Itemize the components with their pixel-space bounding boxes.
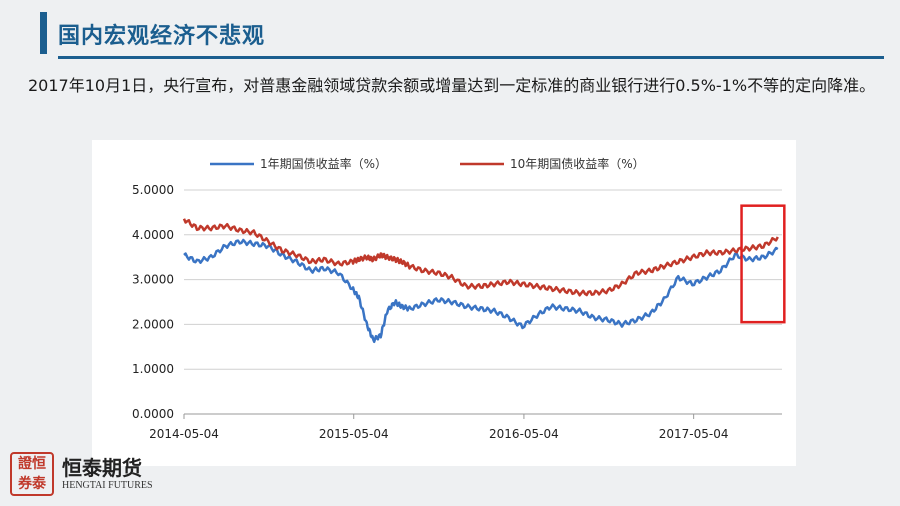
series-line-1y: [183, 238, 779, 344]
legend-label-1y: 1年期国债收益率（%）: [260, 156, 387, 171]
x-tick-label: 2017-05-04: [659, 427, 729, 441]
x-tick-label: 2014-05-04: [149, 427, 219, 441]
y-tick-label: 3.0000: [132, 273, 174, 287]
y-tick-label: 2.0000: [132, 317, 174, 331]
highlight-box: [740, 204, 786, 324]
y-tick-label: 5.0000: [132, 183, 174, 197]
title-accent-bar: [40, 12, 47, 54]
page-title: 国内宏观经济不悲观: [58, 24, 266, 49]
seal-icon: 證恒 券泰: [10, 452, 54, 496]
legend-label-10y: 10年期国债收益率（%）: [510, 156, 645, 171]
series-line-10y: [182, 218, 779, 297]
line-chart: 0.0000 1.0000 2.0000 3.0000 4.0000 5.0000 2014…: [132, 156, 786, 441]
title-underline: [58, 56, 884, 59]
x-tick-label: 2016-05-04: [489, 427, 559, 441]
chart-panel: 0.0000 1.0000 2.0000 3.0000 4.0000 5.0000 2014…: [92, 140, 796, 466]
y-tick-label: 0.0000: [132, 407, 174, 421]
x-tick-label: 2015-05-04: [319, 427, 389, 441]
subtitle-text: 2017年10月1日，央行宣布，对普惠金融领域贷款余额或增量达到一定标准的商业银…: [28, 76, 876, 95]
y-tick-label: 1.0000: [132, 362, 174, 376]
logo-english: HENGTAI FUTURES: [62, 480, 153, 491]
company-logo: 證恒 券泰 恒泰期货 HENGTAI FUTURES: [10, 452, 190, 500]
header-bar: [0, 0, 900, 64]
logo-name: 恒泰期货: [62, 456, 142, 480]
y-tick-label: 4.0000: [132, 228, 174, 242]
